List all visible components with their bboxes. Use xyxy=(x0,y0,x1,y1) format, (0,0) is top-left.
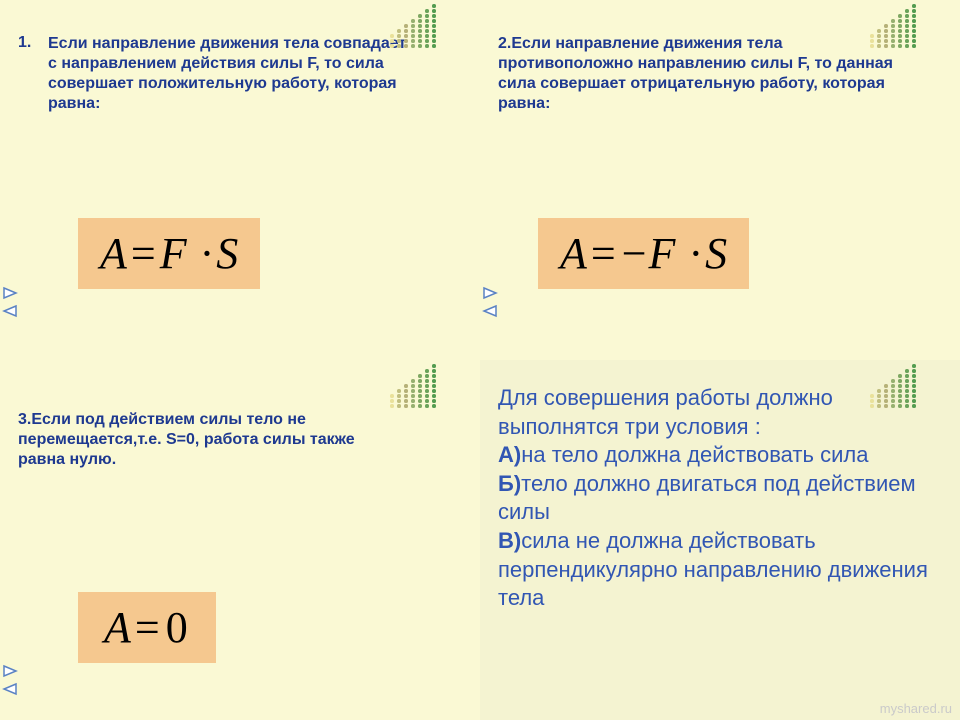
heading-text: 3.Если под действием силы тело не переме… xyxy=(18,410,398,470)
watermark: myshared.ru xyxy=(880,701,952,716)
dot-grid-decoration xyxy=(390,4,442,54)
condition-v-text: сила не должна действовать перпендикуляр… xyxy=(498,528,928,610)
formula-equals: = xyxy=(587,229,620,278)
heading-body: Если направление движения тела противопо… xyxy=(498,35,893,112)
nav-next-icon[interactable] xyxy=(482,286,498,300)
condition-v-label: В) xyxy=(498,528,521,553)
nav-prev-icon[interactable] xyxy=(482,304,498,318)
formula-dot: · xyxy=(686,229,705,278)
nav-arrows xyxy=(2,664,18,696)
condition-a: А)на тело должна действовать сила xyxy=(498,441,946,470)
heading-row: 3.Если под действием силы тело не переме… xyxy=(18,410,466,470)
quadrant-2: 2.Если направление движения тела противо… xyxy=(480,0,960,360)
nav-next-icon[interactable] xyxy=(2,664,18,678)
item-number: 2. xyxy=(498,35,511,52)
formula-zero: 0 xyxy=(164,603,190,652)
quadrant-3: 3.Если под действием силы тело не переме… xyxy=(0,360,480,720)
nav-prev-icon[interactable] xyxy=(2,304,18,318)
condition-a-label: А) xyxy=(498,442,521,467)
dot-grid-decoration xyxy=(870,4,922,54)
formula-equals: = xyxy=(131,603,164,652)
formula-var-A: A xyxy=(100,229,127,278)
formula-box-negative-work: A=−F ·S xyxy=(538,218,749,289)
quadrant-1: 1. Если направление движения тела совпад… xyxy=(0,0,480,360)
formula-negative: − xyxy=(620,229,649,278)
nav-next-icon[interactable] xyxy=(2,286,18,300)
dot-grid-decoration xyxy=(390,364,442,414)
formula-var-A: A xyxy=(560,229,587,278)
heading-text: 2.Если направление движения тела противо… xyxy=(498,34,908,114)
nav-prev-icon[interactable] xyxy=(2,682,18,696)
condition-v: В)сила не должна действовать перпендикул… xyxy=(498,527,946,613)
quadrant-4: Для совершения работы должно выполнятся … xyxy=(480,360,960,720)
heading-body: Если под действием силы тело не перемеща… xyxy=(18,411,355,468)
formula-box-positive-work: A=F ·S xyxy=(78,218,260,289)
condition-a-text: на тело должна действовать сила xyxy=(521,442,868,467)
condition-b-text: тело должно двигаться под действием силы xyxy=(498,471,916,525)
formula-var-F: F xyxy=(160,229,187,278)
formula-dot: · xyxy=(198,229,217,278)
nav-arrows xyxy=(2,286,18,318)
heading-text: Если направление движения тела совпадает… xyxy=(48,34,408,114)
formula-equals: = xyxy=(127,229,160,278)
dot-grid-decoration xyxy=(870,364,922,414)
slide: 1. Если направление движения тела совпад… xyxy=(0,0,960,720)
formula-var-A: A xyxy=(104,603,131,652)
formula-box-zero-work: A=0 xyxy=(78,592,216,663)
nav-arrows xyxy=(482,286,498,318)
condition-b-label: Б) xyxy=(498,471,521,496)
item-number: 3. xyxy=(18,411,31,428)
item-number: 1. xyxy=(18,34,40,52)
formula-var-S: S xyxy=(216,229,238,278)
formula-var-S: S xyxy=(705,229,727,278)
formula-var-F: F xyxy=(649,229,676,278)
condition-b: Б)тело должно двигаться под действием си… xyxy=(498,470,946,527)
